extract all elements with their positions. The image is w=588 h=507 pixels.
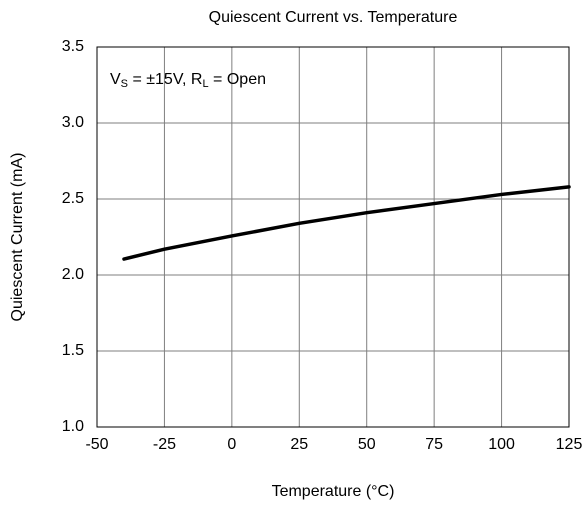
x-tick-label: -25: [153, 436, 176, 453]
x-tick-label: 25: [290, 436, 308, 453]
x-tick-label: 125: [556, 436, 583, 453]
annotation-part: = ±15V, R: [128, 71, 202, 88]
x-tick-label: 50: [358, 436, 376, 453]
x-axis-label: Temperature (°C): [272, 483, 395, 500]
plot-frame: [96, 46, 570, 428]
x-tick-label: -50: [85, 436, 108, 453]
annotation-part: V: [110, 71, 121, 88]
y-tick-label: 2.5: [62, 190, 84, 207]
y-axis-label: Quiescent Current (mA): [9, 153, 26, 322]
annotation: VS = ±15V, RL = Open: [110, 71, 266, 90]
chart-title: Quiescent Current vs. Temperature: [209, 9, 458, 26]
y-tick-label: 3.0: [62, 114, 84, 131]
y-tick-label: 1.5: [62, 342, 84, 359]
annotation-part: S: [121, 78, 128, 90]
y-tick-label: 1.0: [62, 418, 84, 435]
y-tick-label: 2.0: [62, 266, 84, 283]
annotation-part: = Open: [209, 71, 266, 88]
x-tick-label: 75: [425, 436, 443, 453]
x-tick-label: 0: [227, 436, 236, 453]
y-tick-label: 3.5: [62, 38, 84, 55]
annotation-part: L: [202, 78, 208, 90]
x-tick-label: 100: [488, 436, 515, 453]
data-line: [122, 185, 571, 261]
